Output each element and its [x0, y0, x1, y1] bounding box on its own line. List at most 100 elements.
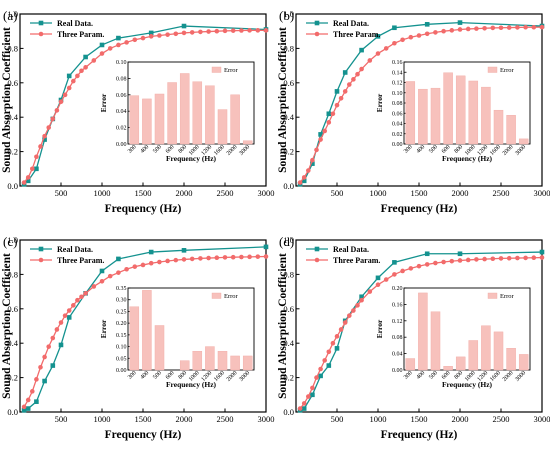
inset-y-tick-label: 0.16 — [392, 60, 403, 66]
error-bar — [192, 351, 203, 371]
three-param-point — [318, 366, 323, 372]
three-param-point — [247, 254, 252, 260]
three-param-point — [474, 257, 479, 262]
error-bar — [129, 95, 140, 145]
x-tick-label: 3000 — [534, 414, 550, 424]
three-param-point — [338, 327, 344, 332]
y-axis-label: Sound Absorption Coefficient — [277, 27, 289, 173]
real-data-point — [424, 22, 430, 27]
inset-y-tick-label: 0.06 — [392, 111, 403, 117]
three-param-point — [359, 66, 364, 72]
inset-x-tick-label: 3000 — [514, 370, 527, 383]
inset-x-tick-label: 500 — [428, 370, 439, 381]
three-param-point — [490, 256, 496, 262]
three-param-point — [449, 28, 455, 33]
three-param-point — [71, 78, 76, 84]
three-param-point — [482, 256, 487, 262]
three-param-point — [50, 335, 56, 341]
three-param-point — [230, 28, 236, 33]
three-param-point — [355, 303, 360, 308]
real-data-point — [359, 294, 364, 300]
inset-x-tick-label: 500 — [152, 144, 163, 155]
three-param-point — [75, 73, 80, 79]
inset-y-axis-label: Error — [99, 319, 108, 338]
legend-label: Real Data. — [333, 19, 369, 28]
error-bar — [518, 354, 529, 371]
three-param-point — [375, 282, 381, 288]
x-tick-label: 2500 — [493, 188, 510, 198]
real-data-point — [50, 363, 56, 368]
x-tick-label: 1000 — [94, 414, 111, 424]
real-data-point — [392, 25, 397, 31]
real-data-point — [457, 20, 463, 25]
real-data-point — [58, 342, 64, 348]
three-param-point — [214, 28, 220, 34]
error-bar — [493, 109, 504, 145]
three-param-point — [383, 277, 389, 282]
error-bar — [455, 75, 466, 145]
three-param-point — [306, 168, 311, 173]
x-tick-label: 500 — [55, 188, 68, 198]
three-param-point — [83, 65, 88, 70]
three-param-point — [157, 33, 162, 38]
three-param-point — [531, 255, 537, 261]
error-bar — [443, 72, 453, 145]
x-tick-label: 500 — [331, 188, 344, 198]
real-data-point — [301, 178, 307, 184]
three-param-point — [206, 255, 211, 261]
three-param-point — [38, 144, 43, 149]
inset-y-tick-label: 0.35 — [116, 286, 127, 292]
legend-label: Real Data. — [333, 245, 369, 254]
inset-legend-label: Error — [500, 293, 515, 300]
inset-x-tick-label: 600 — [165, 370, 176, 381]
inset-error-chart: 0.00 0.02 0.04 0.06 0.08 0.10 0.12 0.14 0.16 300 4… — [375, 60, 531, 163]
error-bar — [430, 311, 441, 371]
inset-y-tick-label: 0.20 — [392, 286, 403, 292]
three-param-point — [441, 259, 446, 265]
three-param-point — [79, 294, 84, 300]
three-param-point — [148, 34, 154, 39]
real-data-point — [116, 35, 121, 41]
error-bar — [468, 340, 479, 371]
inset-x-tick-label: 600 — [441, 144, 452, 155]
real-data-point — [83, 54, 88, 60]
error-bar — [217, 351, 228, 371]
inset-y-tick-label: 0.00 — [392, 142, 403, 148]
inset-y-axis-label: Error — [375, 93, 384, 112]
real-data-point — [301, 406, 307, 411]
three-param-point — [99, 278, 105, 284]
inset-y-tick-label: 0.00 — [116, 368, 127, 374]
real-data-point — [99, 268, 105, 274]
legend-marker — [38, 31, 44, 37]
y-tick-label: 0.6 — [283, 78, 294, 88]
legend-label: Three Param. — [333, 30, 380, 39]
three-param-point — [457, 27, 463, 32]
y-tick-label: 0.4 — [7, 338, 18, 348]
three-param-point — [263, 254, 269, 259]
y-tick-label: 0.8 — [7, 269, 18, 279]
three-param-point — [424, 31, 430, 37]
inset-y-axis-label: Error — [99, 93, 108, 112]
y-tick-label: 1.0 — [283, 9, 294, 19]
error-bar — [506, 115, 516, 145]
inset-x-tick-label: 2000 — [502, 370, 515, 383]
x-tick-label: 1000 — [370, 414, 387, 424]
x-axis-label: Frequency (Hz) — [381, 203, 458, 215]
inset-x-tick-label: 300 — [127, 144, 138, 155]
three-param-point — [198, 256, 203, 261]
error-bar — [230, 94, 240, 145]
three-param-point — [189, 30, 195, 35]
real-data-point — [424, 251, 430, 257]
legend-label: Three Param. — [57, 256, 104, 265]
error-bar — [167, 82, 177, 145]
three-param-point — [71, 303, 76, 308]
inset-x-tick-label: 2000 — [226, 370, 239, 383]
x-tick-label: 2000 — [452, 414, 469, 424]
three-param-point — [116, 270, 121, 275]
y-tick-label: 0.6 — [7, 78, 18, 88]
real-data-point — [181, 248, 187, 253]
inset-y-tick-label: 0.10 — [116, 60, 127, 66]
x-tick-label: 1500 — [135, 188, 152, 198]
panel-d: (d) 0.0 0.2 0.4 0.6 0.8 1.0 500 1000 1500 2000 2500… — [277, 234, 550, 441]
inset-x-tick-label: 800 — [178, 370, 189, 381]
